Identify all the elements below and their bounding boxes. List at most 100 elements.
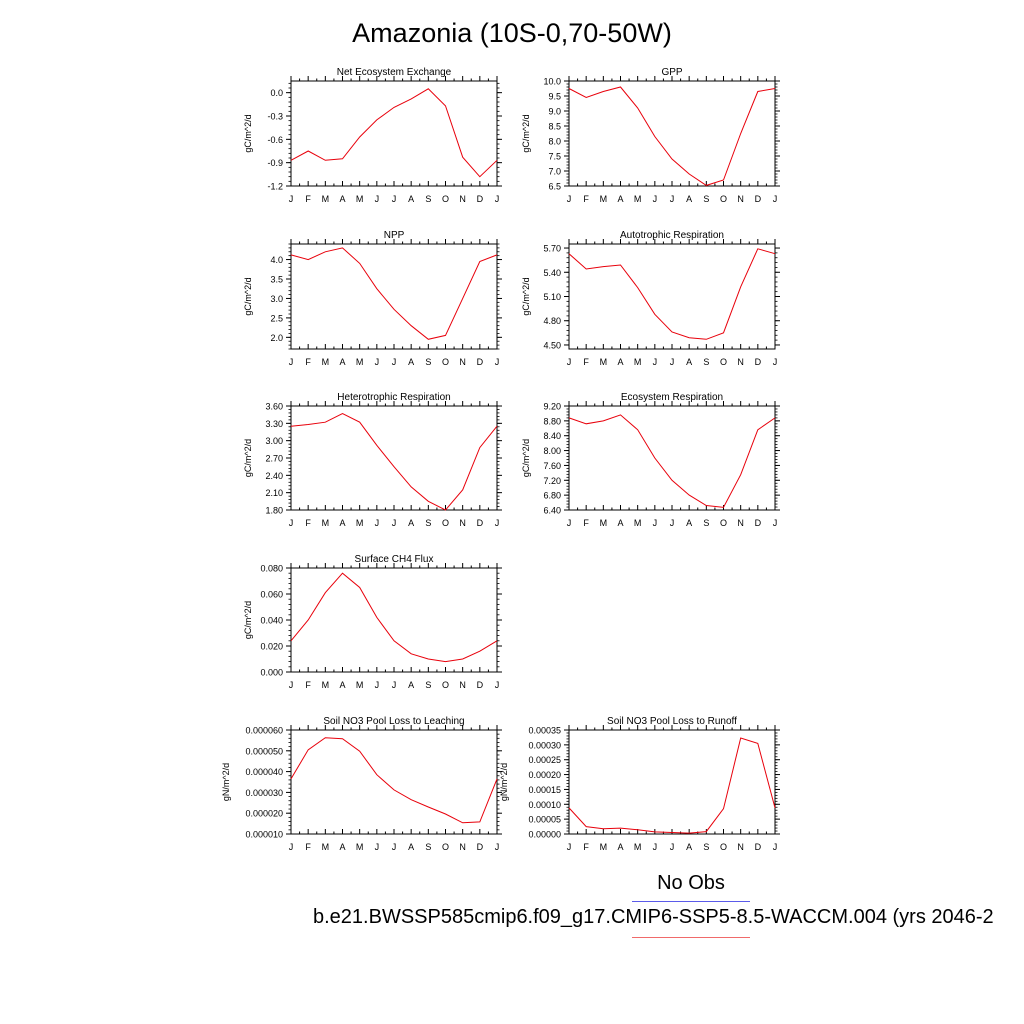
x-tick-label-autotrophic-resp: J [773, 357, 778, 367]
plot-frame-no3-leaching [290, 729, 498, 835]
x-tick-label-no3-runoff: A [617, 842, 623, 852]
x-tick-label-ecosystem-resp: J [670, 518, 675, 528]
x-tick-label-gpp: M [600, 194, 608, 204]
x-tick-label-no3-runoff: O [720, 842, 727, 852]
x-tick-label-ch4-flux: J [495, 680, 500, 690]
x-tick-label-nee: J [289, 194, 294, 204]
plot-frame-no3-runoff [568, 729, 776, 835]
x-tick-label-npp: N [459, 357, 466, 367]
x-tick-label-gpp: S [703, 194, 709, 204]
y-tick-label-ch4-flux: 0.000 [260, 668, 283, 678]
y-tick-label-ecosystem-resp: 8.80 [543, 416, 561, 426]
y-tick-label-ecosystem-resp: 6.80 [543, 491, 561, 501]
x-tick-label-npp: J [495, 357, 500, 367]
y-tick-label-heterotrophic-resp: 3.00 [265, 436, 283, 446]
series-line-npp [290, 247, 498, 340]
plot-frame-gpp [568, 80, 776, 187]
x-tick-label-heterotrophic-resp: J [289, 518, 294, 528]
x-tick-label-heterotrophic-resp: A [408, 518, 414, 528]
x-tick-label-gpp: J [670, 194, 675, 204]
y-tick-label-npp: 3.0 [270, 294, 283, 304]
y-axis-label-ecosystem-resp: gC/m^2/d [521, 439, 531, 477]
x-tick-label-no3-leaching: O [442, 842, 449, 852]
x-tick-label-heterotrophic-resp: S [425, 518, 431, 528]
x-tick-label-ecosystem-resp: O [720, 518, 727, 528]
x-tick-label-no3-runoff: N [737, 842, 744, 852]
x-tick-label-gpp: M [634, 194, 642, 204]
x-tick-label-ch4-flux: M [322, 680, 330, 690]
x-tick-label-gpp: O [720, 194, 727, 204]
x-tick-label-ch4-flux: N [459, 680, 466, 690]
x-tick-label-no3-leaching: A [408, 842, 414, 852]
x-tick-label-ecosystem-resp: A [686, 518, 692, 528]
x-tick-label-gpp: J [773, 194, 778, 204]
x-tick-label-nee: J [495, 194, 500, 204]
x-tick-label-no3-leaching: S [425, 842, 431, 852]
y-tick-label-ecosystem-resp: 9.20 [543, 402, 561, 412]
x-tick-label-no3-leaching: N [459, 842, 466, 852]
x-tick-label-no3-leaching: M [356, 842, 364, 852]
y-tick-label-autotrophic-resp: 4.80 [543, 316, 561, 326]
x-tick-label-npp: O [442, 357, 449, 367]
y-tick-label-autotrophic-resp: 4.50 [543, 340, 561, 350]
x-tick-label-no3-runoff: A [686, 842, 692, 852]
x-tick-label-ch4-flux: A [339, 680, 345, 690]
y-tick-label-ch4-flux: 0.020 [260, 642, 283, 652]
x-tick-label-no3-leaching: A [339, 842, 345, 852]
x-tick-label-no3-leaching: M [322, 842, 330, 852]
y-tick-label-nee: -0.9 [267, 158, 283, 168]
x-tick-label-ch4-flux: J [289, 680, 294, 690]
x-tick-label-gpp: D [755, 194, 762, 204]
series-line-ecosystem-resp [568, 414, 776, 508]
x-tick-label-ch4-flux: J [392, 680, 397, 690]
y-tick-label-no3-runoff: 0.00005 [528, 815, 561, 825]
y-tick-label-ecosystem-resp: 6.40 [543, 506, 561, 516]
y-tick-label-nee: -0.6 [267, 135, 283, 145]
x-tick-label-nee: O [442, 194, 449, 204]
x-tick-label-ecosystem-resp: M [634, 518, 642, 528]
x-tick-label-nee: N [459, 194, 466, 204]
x-tick-label-nee: A [408, 194, 414, 204]
y-tick-label-no3-leaching: 0.000010 [245, 830, 283, 840]
y-tick-label-npp: 4.0 [270, 255, 283, 265]
x-tick-label-heterotrophic-resp: N [459, 518, 466, 528]
x-tick-label-gpp: A [617, 194, 623, 204]
y-tick-label-no3-leaching: 0.000060 [245, 726, 283, 736]
x-tick-label-no3-leaching: J [289, 842, 294, 852]
x-tick-label-no3-leaching: J [375, 842, 380, 852]
x-tick-label-autotrophic-resp: A [686, 357, 692, 367]
x-tick-label-ch4-flux: O [442, 680, 449, 690]
x-tick-label-ecosystem-resp: J [567, 518, 572, 528]
x-tick-label-autotrophic-resp: N [737, 357, 744, 367]
x-tick-label-gpp: J [567, 194, 572, 204]
x-tick-label-no3-runoff: F [583, 842, 589, 852]
x-tick-label-npp: A [339, 357, 345, 367]
series-line-autotrophic-resp [568, 248, 776, 340]
y-tick-label-nee: 0.0 [270, 88, 283, 98]
y-tick-label-gpp: 6.5 [548, 182, 561, 192]
x-tick-label-autotrophic-resp: A [617, 357, 623, 367]
series-line-heterotrophic-resp [290, 412, 498, 511]
legend-obs-line [632, 901, 750, 902]
x-tick-label-nee: A [339, 194, 345, 204]
x-tick-label-no3-leaching: J [495, 842, 500, 852]
x-tick-label-heterotrophic-resp: M [322, 518, 330, 528]
y-tick-label-no3-leaching: 0.000030 [245, 788, 283, 798]
x-tick-label-gpp: A [686, 194, 692, 204]
x-tick-label-no3-leaching: J [392, 842, 397, 852]
x-tick-label-ecosystem-resp: J [653, 518, 658, 528]
y-tick-label-no3-leaching: 0.000050 [245, 746, 283, 756]
x-tick-label-no3-runoff: J [653, 842, 658, 852]
y-tick-label-npp: 3.5 [270, 275, 283, 285]
figure-title: Amazonia (10S-0,70-50W) [352, 18, 672, 48]
y-tick-label-ch4-flux: 0.060 [260, 590, 283, 600]
series-line-gpp [568, 86, 776, 186]
x-tick-label-autotrophic-resp: J [670, 357, 675, 367]
x-tick-label-no3-runoff: M [600, 842, 608, 852]
y-tick-label-npp: 2.5 [270, 313, 283, 323]
y-tick-label-no3-leaching: 0.000020 [245, 809, 283, 819]
y-tick-label-autotrophic-resp: 5.70 [543, 244, 561, 254]
x-tick-label-ch4-flux: F [305, 680, 311, 690]
y-tick-label-ch4-flux: 0.040 [260, 616, 283, 626]
y-tick-label-ch4-flux: 0.080 [260, 564, 283, 574]
